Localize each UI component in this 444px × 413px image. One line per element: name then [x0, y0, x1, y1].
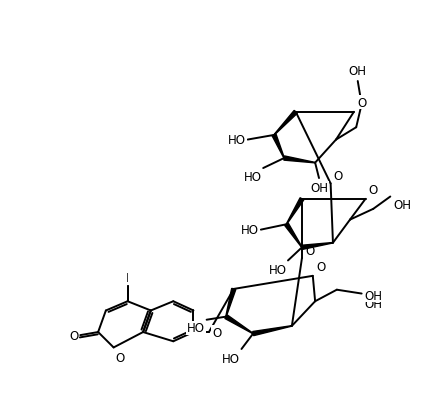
- Text: |: |: [126, 273, 129, 282]
- Polygon shape: [284, 157, 315, 164]
- Text: HO: HO: [242, 223, 259, 237]
- Text: O: O: [305, 244, 314, 257]
- Text: O: O: [369, 183, 378, 196]
- Text: HO: HO: [269, 263, 286, 276]
- Text: HO: HO: [228, 134, 246, 147]
- Text: OH: OH: [349, 65, 367, 78]
- Polygon shape: [225, 315, 253, 334]
- Text: O: O: [212, 326, 221, 339]
- Text: OH: OH: [365, 289, 383, 302]
- Text: OH: OH: [365, 297, 383, 310]
- Text: O: O: [316, 260, 325, 273]
- Polygon shape: [286, 198, 304, 225]
- Polygon shape: [226, 289, 236, 317]
- Polygon shape: [274, 111, 297, 136]
- Text: O: O: [70, 330, 79, 342]
- Text: HO: HO: [222, 352, 240, 365]
- Text: O: O: [115, 351, 124, 363]
- Text: HO: HO: [187, 321, 205, 335]
- Text: O: O: [68, 330, 77, 342]
- Text: OH: OH: [393, 199, 412, 211]
- Text: O: O: [334, 169, 343, 183]
- Polygon shape: [301, 243, 333, 250]
- Text: HO: HO: [244, 171, 262, 184]
- Polygon shape: [285, 223, 302, 248]
- Text: O: O: [357, 97, 366, 109]
- Text: OH: OH: [310, 182, 328, 195]
- Polygon shape: [253, 326, 292, 336]
- Polygon shape: [272, 135, 284, 159]
